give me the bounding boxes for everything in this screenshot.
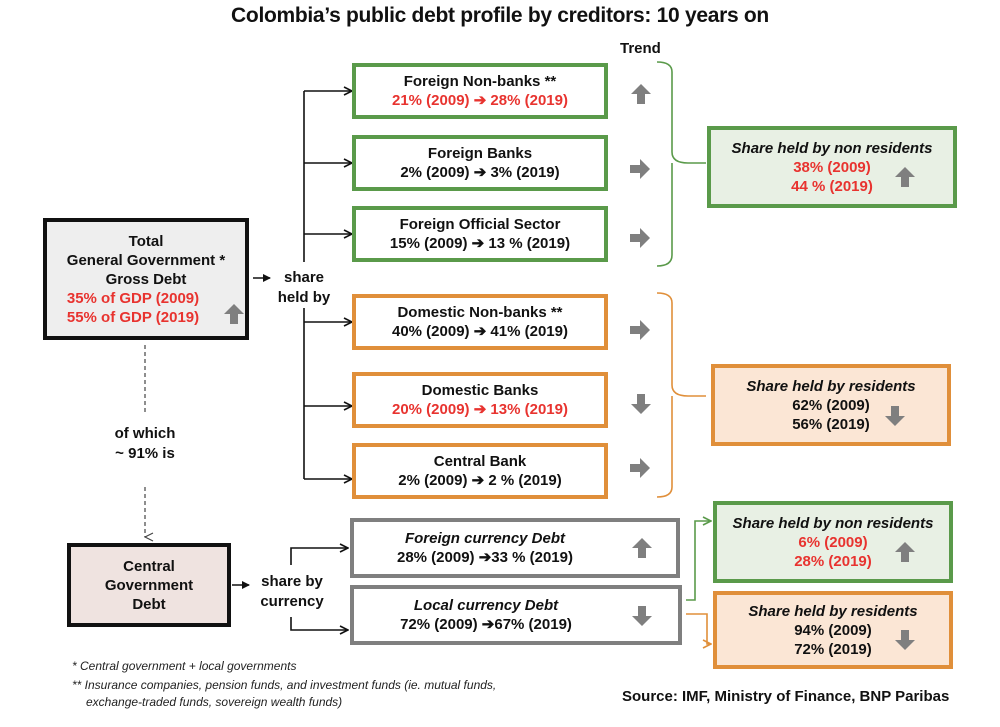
currency-box-foreign: Foreign currency Debt 28% (2009) ➔33 % (… bbox=[350, 518, 680, 578]
local-nonresidents-box: Share held by non residents 6% (2009) 28… bbox=[713, 501, 953, 583]
down-arrow-icon bbox=[632, 606, 652, 626]
down-arrow-icon bbox=[885, 406, 905, 426]
connector bbox=[290, 617, 348, 630]
up-arrow-icon bbox=[631, 84, 651, 104]
total-line1: Total bbox=[128, 232, 164, 250]
summary-2009: 38% (2009) bbox=[793, 158, 871, 176]
creditor-values: 21% (2009) ➔ 28% (2019) bbox=[391, 92, 568, 109]
creditor-name: Foreign Official Sector bbox=[399, 216, 561, 233]
total-line2: General Government * bbox=[66, 251, 226, 269]
creditor-box-domestic-banks: Domestic Banks 20% (2009) ➔ 13% (2019) bbox=[352, 372, 608, 428]
summary-2009: 62% (2009) bbox=[792, 396, 870, 414]
of-which-label: of which ~ 91% is bbox=[90, 424, 200, 464]
creditor-name: Central Bank bbox=[433, 453, 527, 470]
summary-title: Share held by non residents bbox=[732, 514, 934, 532]
creditor-box-foreign-nonbanks: Foreign Non-banks ** 21% (2009) ➔ 28% (2… bbox=[352, 63, 608, 119]
source-note: Source: IMF, Ministry of Finance, BNP Pa… bbox=[622, 688, 950, 705]
creditor-box-foreign-official: Foreign Official Sector 15% (2009) ➔ 13 … bbox=[352, 206, 608, 262]
creditor-values: 2% (2009) ➔ 3% (2019) bbox=[400, 164, 560, 181]
down-arrow-icon bbox=[895, 630, 915, 650]
summary-2019: 56% (2019) bbox=[792, 415, 870, 433]
summary-title: Share held by non residents bbox=[731, 139, 933, 157]
creditor-name: Foreign Non-banks ** bbox=[403, 73, 557, 90]
creditor-name: Foreign Banks bbox=[427, 145, 533, 162]
up-arrow-icon bbox=[895, 167, 915, 187]
right-arrow-icon bbox=[630, 458, 650, 478]
share-held-by-label: share held by bbox=[270, 268, 338, 308]
summary-2019: 28% (2019) bbox=[794, 552, 872, 570]
up-arrow-icon bbox=[224, 304, 244, 324]
summary-2019: 44 % (2019) bbox=[791, 177, 873, 195]
creditor-name: Domestic Non-banks ** bbox=[397, 304, 563, 321]
creditor-values: 15% (2009) ➔ 13 % (2019) bbox=[389, 235, 571, 252]
summary-title: Share held by residents bbox=[746, 377, 916, 395]
share-by-currency-line2: currency bbox=[260, 593, 324, 610]
of-which-line2: ~ 91% is bbox=[115, 445, 175, 462]
trend-header: Trend bbox=[620, 40, 661, 57]
currency-name: Foreign currency Debt bbox=[404, 530, 566, 547]
central-line1: Central bbox=[123, 557, 175, 575]
currency-box-local: Local currency Debt 72% (2009) ➔67% (201… bbox=[350, 585, 682, 645]
connector bbox=[686, 613, 711, 644]
total-debt-box: Total General Government * Gross Debt 35… bbox=[43, 218, 249, 340]
of-which-line1: of which bbox=[114, 425, 176, 442]
creditor-values: 40% (2009) ➔ 41% (2019) bbox=[391, 323, 568, 340]
right-arrow-icon bbox=[630, 228, 650, 248]
creditor-name: Domestic Banks bbox=[421, 382, 539, 399]
brace-foreign bbox=[656, 61, 689, 267]
creditor-values: 2% (2009) ➔ 2 % (2019) bbox=[398, 472, 562, 489]
down-arrow-icon bbox=[631, 394, 651, 414]
share-held-by-line1: share bbox=[283, 269, 325, 286]
footnote-2b: exchange-traded funds, sovereign wealth … bbox=[86, 695, 343, 709]
page-title: Colombia’s public debt profile by credit… bbox=[231, 4, 769, 27]
central-government-box: Central Government Debt bbox=[67, 543, 231, 627]
up-arrow-icon bbox=[632, 538, 652, 558]
currency-name: Local currency Debt bbox=[413, 597, 559, 614]
central-line3: Debt bbox=[132, 595, 166, 613]
summary-title: Share held by residents bbox=[748, 602, 918, 620]
footnote-2a: ** Insurance companies, pension funds, a… bbox=[72, 678, 497, 692]
up-arrow-icon bbox=[895, 542, 915, 562]
footnote-1: * Central government + local governments bbox=[72, 659, 297, 673]
local-residents-box: Share held by residents 94% (2009) 72% (… bbox=[713, 591, 953, 669]
summary-residents-box: Share held by residents 62% (2009) 56% (… bbox=[711, 364, 951, 446]
share-held-by-line2: held by bbox=[277, 289, 331, 306]
right-arrow-icon bbox=[630, 159, 650, 179]
summary-2009: 6% (2009) bbox=[798, 533, 868, 551]
summary-nonresidents-box: Share held by non residents 38% (2009) 4… bbox=[707, 126, 957, 208]
total-2009: 35% of GDP (2009) bbox=[66, 289, 200, 307]
creditor-box-central-bank: Central Bank 2% (2009) ➔ 2 % (2019) bbox=[352, 443, 608, 499]
share-by-currency-label: share by currency bbox=[250, 572, 334, 612]
total-2019: 55% of GDP (2019) bbox=[66, 308, 200, 326]
connector bbox=[290, 548, 348, 565]
currency-values: 28% (2009) ➔33 % (2019) bbox=[396, 549, 573, 566]
share-by-currency-line1: share by bbox=[261, 573, 323, 590]
currency-values: 72% (2009) ➔67% (2019) bbox=[400, 616, 572, 633]
creditor-box-foreign-banks: Foreign Banks 2% (2009) ➔ 3% (2019) bbox=[352, 135, 608, 191]
total-line3: Gross Debt bbox=[105, 270, 187, 288]
brace-domestic bbox=[656, 292, 689, 498]
right-arrow-icon bbox=[630, 320, 650, 340]
summary-2009: 94% (2009) bbox=[794, 621, 872, 639]
creditor-box-domestic-nonbanks: Domestic Non-banks ** 40% (2009) ➔ 41% (… bbox=[352, 294, 608, 350]
summary-2019: 72% (2019) bbox=[794, 640, 872, 658]
connector bbox=[686, 521, 711, 601]
central-line2: Government bbox=[104, 576, 194, 594]
creditor-values: 20% (2009) ➔ 13% (2019) bbox=[391, 401, 568, 418]
